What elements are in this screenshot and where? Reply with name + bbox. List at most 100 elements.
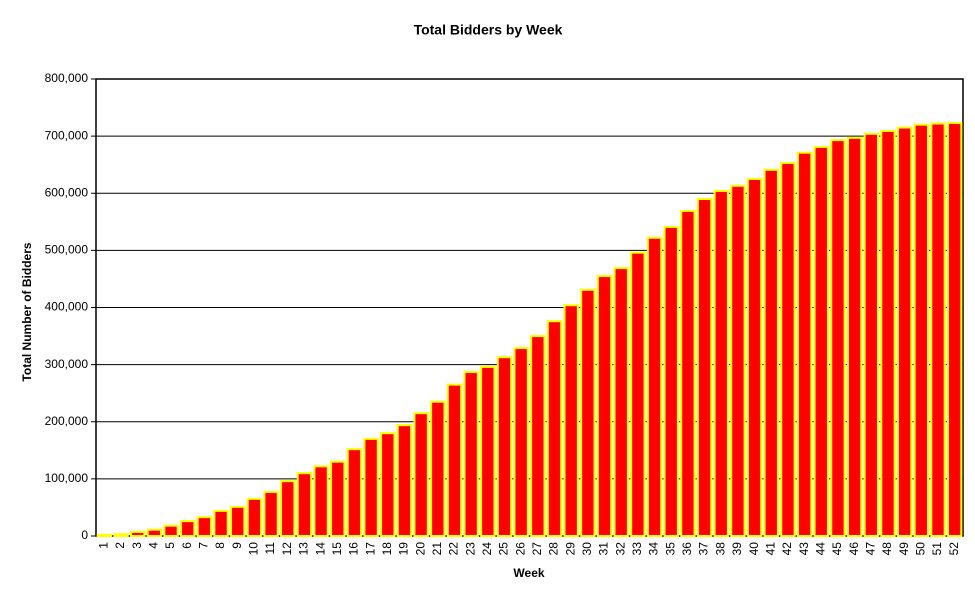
y-tick-label: 500,000	[45, 243, 89, 257]
bar	[513, 347, 529, 537]
y-tick-label: 700,000	[45, 128, 89, 142]
x-tick-label: 4	[147, 542, 161, 549]
bar	[913, 123, 929, 537]
x-tick-label: 44	[813, 542, 827, 556]
bar	[646, 236, 663, 537]
x-tick-label: 33	[630, 542, 644, 556]
bar	[346, 448, 363, 538]
y-tick-label: 800,000	[45, 71, 89, 85]
bar	[730, 184, 746, 537]
bar	[113, 533, 129, 538]
x-tick-label: 35	[663, 542, 677, 556]
bar	[613, 267, 629, 537]
bar	[830, 139, 846, 537]
x-tick-label: 36	[680, 542, 694, 556]
bar	[580, 288, 596, 538]
bar	[130, 531, 146, 537]
x-tick-label: 43	[797, 542, 811, 556]
bar	[180, 520, 196, 538]
x-tick-label: 29	[563, 542, 577, 556]
bar	[480, 365, 496, 537]
x-tick-label: 15	[330, 542, 344, 556]
chart-title: Total Bidders by Week	[414, 22, 563, 38]
x-tick-label: 47	[863, 542, 877, 556]
bar	[846, 136, 863, 537]
x-tick-label: 37	[697, 542, 711, 556]
bar	[596, 275, 613, 537]
x-tick-label: 19	[397, 542, 411, 556]
x-tick-label: 6	[180, 542, 194, 549]
x-tick-label: 32	[613, 542, 627, 556]
bar	[246, 497, 263, 537]
y-tick-label: 100,000	[45, 471, 89, 485]
y-tick-label: 600,000	[45, 185, 89, 199]
y-tick-label: 400,000	[45, 300, 89, 314]
x-tick-label: 7	[197, 542, 211, 549]
x-tick-label: 31	[597, 542, 611, 556]
x-tick-label: 18	[380, 542, 394, 556]
bar	[880, 129, 896, 537]
x-tick-label: 49	[897, 542, 911, 556]
bar	[313, 465, 329, 537]
bar	[780, 161, 796, 537]
x-tick-label: 26	[513, 542, 527, 556]
bar	[213, 509, 229, 537]
bar	[363, 437, 379, 538]
bar	[163, 524, 179, 538]
bar	[196, 516, 213, 537]
x-tick-label: 50	[913, 542, 927, 556]
bar	[680, 209, 696, 538]
x-tick-label: 13	[297, 542, 311, 556]
bar	[396, 424, 413, 537]
x-tick-label: 9	[230, 542, 244, 549]
x-tick-label: 39	[730, 542, 744, 556]
x-tick-label: 41	[763, 542, 777, 556]
bar	[463, 371, 479, 537]
x-tick-label: 11	[263, 542, 277, 555]
bar	[813, 145, 829, 537]
bar	[946, 121, 963, 538]
x-tick-label: 52	[947, 542, 961, 556]
x-tick-label: 8	[213, 542, 227, 549]
bar	[763, 168, 779, 538]
y-axis-title: Total Number of Bidders	[20, 242, 34, 381]
bar	[796, 151, 813, 537]
x-tick-label: 3	[130, 542, 144, 549]
bar	[746, 177, 763, 537]
plot-frame	[95, 78, 964, 537]
x-tick-label: 1	[97, 542, 111, 549]
x-tick-label: 28	[547, 542, 561, 556]
x-tick-label: 23	[463, 542, 477, 556]
bar	[530, 335, 546, 537]
bar	[663, 225, 679, 538]
x-tick-label: 38	[713, 542, 727, 556]
bar	[896, 126, 913, 538]
bar	[413, 412, 429, 537]
bar	[96, 533, 113, 537]
bar	[230, 505, 246, 537]
bar	[546, 320, 563, 537]
x-tick-label: 40	[747, 542, 761, 556]
bar	[446, 383, 463, 537]
bar	[563, 304, 579, 537]
x-tick-label: 17	[363, 542, 377, 556]
bar	[263, 491, 279, 538]
bar	[280, 480, 296, 538]
y-tick-label: 300,000	[45, 357, 89, 371]
x-tick-label: 22	[447, 542, 461, 556]
x-tick-label: 10	[247, 542, 261, 556]
bar	[713, 189, 729, 537]
bar	[930, 122, 946, 538]
x-axis-title: Week	[513, 566, 544, 580]
x-tick-label: 5	[163, 542, 177, 549]
x-tick-label: 45	[830, 542, 844, 556]
x-tick-label: 20	[413, 542, 427, 556]
x-tick-label: 24	[480, 542, 494, 556]
bar	[696, 197, 713, 537]
x-tick-label: 25	[497, 542, 511, 556]
x-tick-label: 46	[847, 542, 861, 556]
bar	[146, 528, 163, 537]
x-tick-label: 48	[880, 542, 894, 556]
x-tick-label: 34	[647, 542, 661, 556]
